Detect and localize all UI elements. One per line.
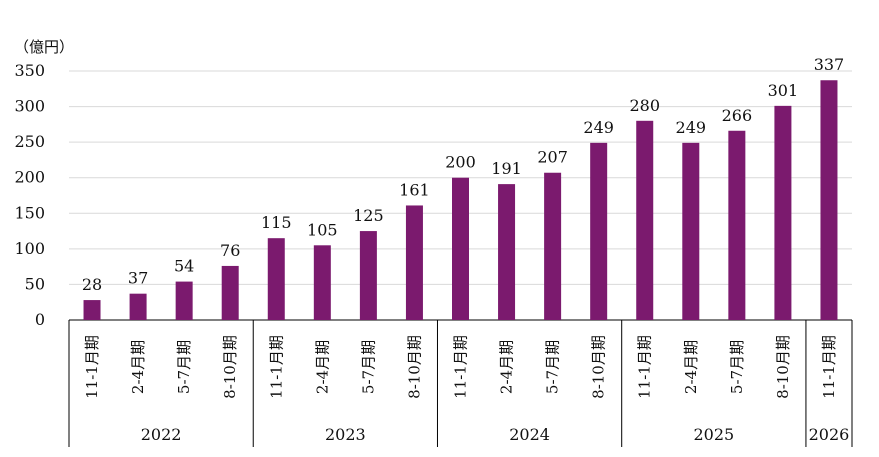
bar: [590, 142, 608, 320]
data-label: 76: [220, 241, 240, 260]
y-tick-label: 50: [25, 274, 45, 293]
data-label: 207: [537, 148, 568, 167]
y-tick-label: 0: [35, 310, 45, 329]
bar: [682, 142, 700, 320]
data-label: 28: [82, 275, 102, 294]
x-category-label: 8-10月期: [774, 335, 792, 399]
bars: [83, 80, 838, 321]
x-category-label: 2-4月期: [129, 340, 147, 394]
data-label: 105: [307, 220, 338, 239]
x-axis-categories: 11-1月期 2-4月期 5-7月期 8-10月期 11-1月期 2-4月期 5-7月期 8-…: [83, 335, 838, 399]
bar: [405, 205, 423, 320]
x-category-label: 2-4月期: [498, 340, 516, 394]
bar: [820, 80, 838, 321]
x-category-label: 8-10月期: [405, 335, 423, 399]
y-tick-label: 250: [14, 132, 45, 151]
x-category-label: 5-7月期: [359, 340, 377, 394]
y-axis-unit-label: （億円）: [14, 38, 74, 56]
data-label: 125: [353, 206, 384, 225]
data-label: 54: [174, 257, 194, 276]
x-category-label: 11-1月期: [267, 335, 285, 399]
bar: [129, 293, 147, 320]
bar: [498, 184, 516, 320]
y-tick-label: 100: [14, 239, 45, 258]
year-group-label: 2026: [809, 425, 850, 444]
bar: [359, 231, 377, 320]
y-tick-label: 150: [14, 203, 45, 222]
bar: [221, 265, 239, 320]
y-axis-ticks: 0 50 100 150 200 250 300 350: [14, 61, 45, 329]
data-label: 337: [814, 55, 845, 74]
x-category-label: 5-7月期: [544, 340, 562, 394]
x-category-label: 8-10月期: [221, 335, 239, 399]
data-label: 37: [128, 269, 148, 288]
bar: [728, 130, 746, 320]
data-labels: 28 37 54 76 115 105 125 161 200 191 207 249 280 249 26…: [82, 55, 844, 294]
bar: [313, 245, 331, 320]
bar: [452, 177, 469, 320]
year-group-label: 2025: [693, 425, 734, 444]
data-label: 266: [722, 106, 753, 125]
data-label: 301: [768, 81, 799, 100]
x-category-label: 2-4月期: [313, 340, 331, 394]
x-category-label: 11-1月期: [820, 335, 838, 399]
data-label: 280: [629, 96, 660, 115]
y-tick-label: 300: [14, 97, 45, 116]
x-category-label: 8-10月期: [590, 335, 608, 399]
bar: [267, 238, 285, 320]
bar: [83, 300, 101, 320]
y-tick-label: 350: [14, 61, 45, 80]
bar: [544, 172, 562, 320]
x-category-label: 5-7月期: [175, 340, 193, 394]
data-label: 249: [583, 118, 614, 137]
year-group-label: 2022: [141, 425, 182, 444]
year-group-label: 2023: [325, 425, 366, 444]
bar: [774, 105, 792, 320]
x-category-label: 11-1月期: [636, 335, 654, 399]
y-tick-label: 200: [14, 168, 45, 187]
year-group-label: 2024: [509, 425, 550, 444]
data-label: 249: [676, 118, 707, 137]
data-label: 115: [261, 213, 292, 232]
bar: [636, 120, 654, 320]
x-category-label: 2-4月期: [682, 340, 700, 394]
data-label: 161: [399, 180, 430, 199]
data-label: 200: [445, 153, 476, 172]
data-label: 191: [491, 159, 522, 178]
x-category-label: 11-1月期: [83, 335, 101, 399]
x-category-label: 11-1月期: [452, 335, 470, 399]
x-category-label: 5-7月期: [728, 340, 746, 394]
x-axis-year-groups: 2022 2023 2024 2025 2026: [68, 320, 853, 447]
bar: [175, 281, 193, 320]
